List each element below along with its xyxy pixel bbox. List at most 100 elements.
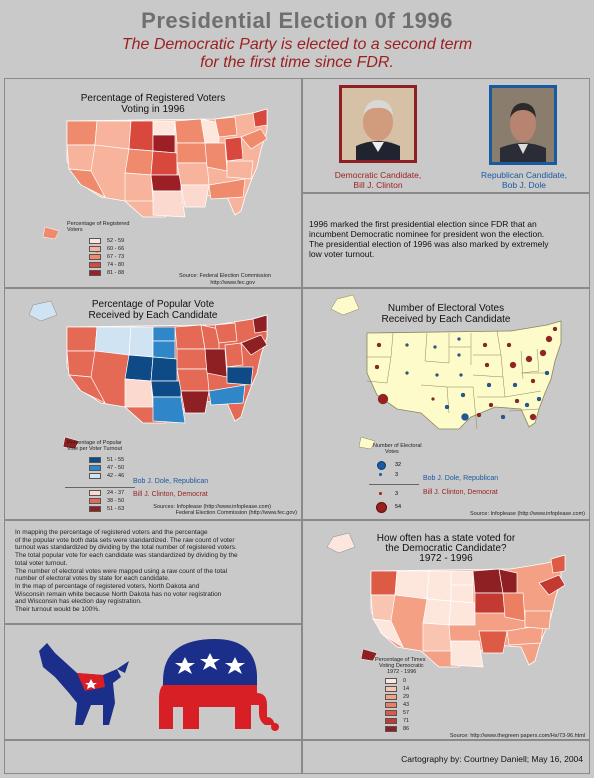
electoral-vote-dot (529, 413, 537, 421)
registered-legend-row: 52 - 59 (89, 237, 124, 244)
democrat-caption-line2: Bill J. Clinton (353, 180, 403, 190)
how-often-legend-swatch (385, 701, 397, 708)
electoral-vote-dot (544, 370, 550, 376)
electoral-source: Source: Infoplease (http://www.infopleas… (470, 511, 585, 517)
candidates-panel: Democratic Candidate, Bill J. Clinton Re… (302, 78, 590, 193)
clinton-portrait-icon (342, 88, 414, 160)
electoral-legend-clinton-size-2: 54 (395, 504, 402, 510)
how-often-legend-row: 14 (385, 685, 409, 692)
electoral-vote-dot (530, 378, 536, 384)
method-text-line: total voter turnout. (15, 559, 68, 567)
popular-vote-title-line2: Received by Each Candidate (88, 310, 218, 321)
popular-clinton-legend-row: 38 - 50 (89, 497, 124, 504)
registered-legend-label: 74 - 80 (107, 261, 125, 268)
electoral-vote-dot (500, 414, 506, 420)
registered-legend-label: 52 - 59 (107, 237, 125, 244)
electoral-vote-dot (460, 392, 466, 398)
electoral-vote-dot (433, 345, 437, 349)
electoral-legend-dole-size-1: 32 (395, 462, 402, 468)
popular-source-line2: Federal Election Commission (http://www.… (175, 510, 297, 516)
how-often-legend-label: 86 (403, 725, 410, 732)
party-logos-panel (4, 624, 302, 740)
popular-clinton-label: Bill J. Clinton, Democrat (133, 491, 208, 498)
electoral-vote-dot (461, 413, 469, 421)
popular-clinton-legend-label: 38 - 50 (107, 497, 125, 504)
popular-dole-legend-row: 51 - 55 (89, 456, 124, 463)
electoral-vote-dot (476, 412, 482, 418)
how-often-legend-row: 86 (385, 725, 409, 732)
electoral-vote-dot (514, 398, 520, 404)
registered-legend-label: 60 - 66 (107, 245, 125, 252)
registered-voters-title-line2: Voting in 1996 (121, 104, 185, 115)
electoral-legend-dot-small-clinton (379, 492, 382, 495)
how-often-legend-title-line2: Voting Democratic (379, 663, 424, 669)
electoral-legend-title-line1: Number of Electoral (373, 443, 422, 449)
method-text-line: In the map of percentage of registered v… (15, 582, 200, 590)
method-panel: In mapping the percentage of registered … (4, 520, 302, 624)
how-often-legend-swatch (385, 709, 397, 716)
electoral-vote-dot (512, 382, 518, 388)
registered-legend-swatch (89, 261, 101, 268)
popular-vote-panel: Percentage of Popular Vote Received by E… (4, 288, 302, 520)
registered-legend-swatch (89, 245, 101, 252)
registered-legend-title-line2: Voters (67, 227, 83, 233)
republican-elephant-icon (159, 639, 279, 731)
how-often-title-line1: How often has a state voted for (376, 533, 516, 544)
page-subtitle-line1: The Democratic Party is elected to a sec… (121, 36, 473, 53)
how-often-legend-label: 29 (403, 693, 410, 700)
popular-legend-title-line2: Vote per Voter Turnout (67, 446, 123, 452)
popular-dole-legend-label: 47 - 50 (107, 464, 125, 471)
method-text-line: Their turnout would be 100%. (15, 606, 100, 613)
how-often-legend-label: 57 (403, 709, 410, 716)
electoral-vote-dot (552, 326, 558, 332)
how-often-legend-row: 71 (385, 717, 409, 724)
method-text-line: The total popular vote for each candidat… (15, 552, 238, 560)
how-often-legend-title-line3: 1972 - 1996 (387, 669, 417, 675)
how-often-legend-swatch (385, 717, 397, 724)
registered-voters-title-line1: Percentage of Registered Voters (80, 93, 226, 104)
registered-voters-panel: Percentage of Registered Voters Voting i… (4, 78, 302, 288)
method-text-line: of the popular vote both data sets were … (15, 536, 235, 544)
how-often-legend-label: 71 (403, 717, 410, 724)
electoral-vote-dot (536, 396, 542, 402)
how-often-panel: How often has a state voted for the Demo… (302, 520, 590, 740)
dole-portrait-icon (492, 88, 554, 162)
republican-caption-line2: Bob J. Dole (502, 180, 546, 190)
how-often-source: Source: http://www.thegreen papers.com/H… (449, 733, 585, 739)
electoral-title-line2: Received by Each Candidate (381, 314, 511, 325)
popular-dole-legend-label: 51 - 55 (107, 456, 125, 463)
page-title: Presidential Election 0f 1996 (141, 8, 453, 33)
registered-source-line1: Source: Federal Election Commission (178, 273, 271, 279)
popular-clinton-legend-row: 24 - 37 (89, 489, 124, 496)
registered-legend-swatch (89, 253, 101, 260)
registered-voters-map (42, 108, 268, 253)
electoral-vote-dot (376, 342, 382, 348)
electoral-vote-dot (482, 342, 488, 348)
popular-dole-legend-label: 42 - 46 (107, 472, 125, 479)
intro-panel: 1996 marked the first presidential elect… (302, 193, 590, 288)
how-often-legend-label: 43 (403, 701, 410, 708)
method-text-line: In mapping the percentage of registered … (15, 529, 208, 536)
how-often-legend-row: 43 (385, 701, 409, 708)
popular-clinton-legend-label: 51 - 63 (107, 505, 125, 512)
electoral-vote-dot (405, 343, 409, 347)
electoral-vote-dot (484, 362, 490, 368)
how-often-legend-row: 29 (385, 693, 409, 700)
popular-clinton-legend-swatch (89, 489, 101, 496)
electoral-vote-dot (539, 349, 547, 357)
how-often-legend-swatch (385, 685, 397, 692)
electoral-title-line1: Number of Electoral Votes (387, 303, 505, 314)
popular-dole-label: Bob J. Dole, Republican (133, 478, 209, 485)
republican-caption-line1: Republican Candidate, (480, 170, 567, 180)
popular-clinton-legend-swatch (89, 505, 101, 512)
electoral-vote-dot (405, 371, 409, 375)
registered-legend-row: 81 - 88 (89, 269, 124, 276)
electoral-legend-divider (369, 484, 419, 485)
electoral-vote-dot (545, 335, 553, 343)
democratic-donkey-icon (39, 643, 129, 725)
electoral-vote-dot (457, 353, 461, 357)
dole-portrait (489, 85, 557, 165)
popular-dole-legend-swatch (89, 472, 101, 479)
how-often-legend-swatch (385, 693, 397, 700)
how-often-title-line3: 1972 - 1996 (419, 553, 473, 564)
